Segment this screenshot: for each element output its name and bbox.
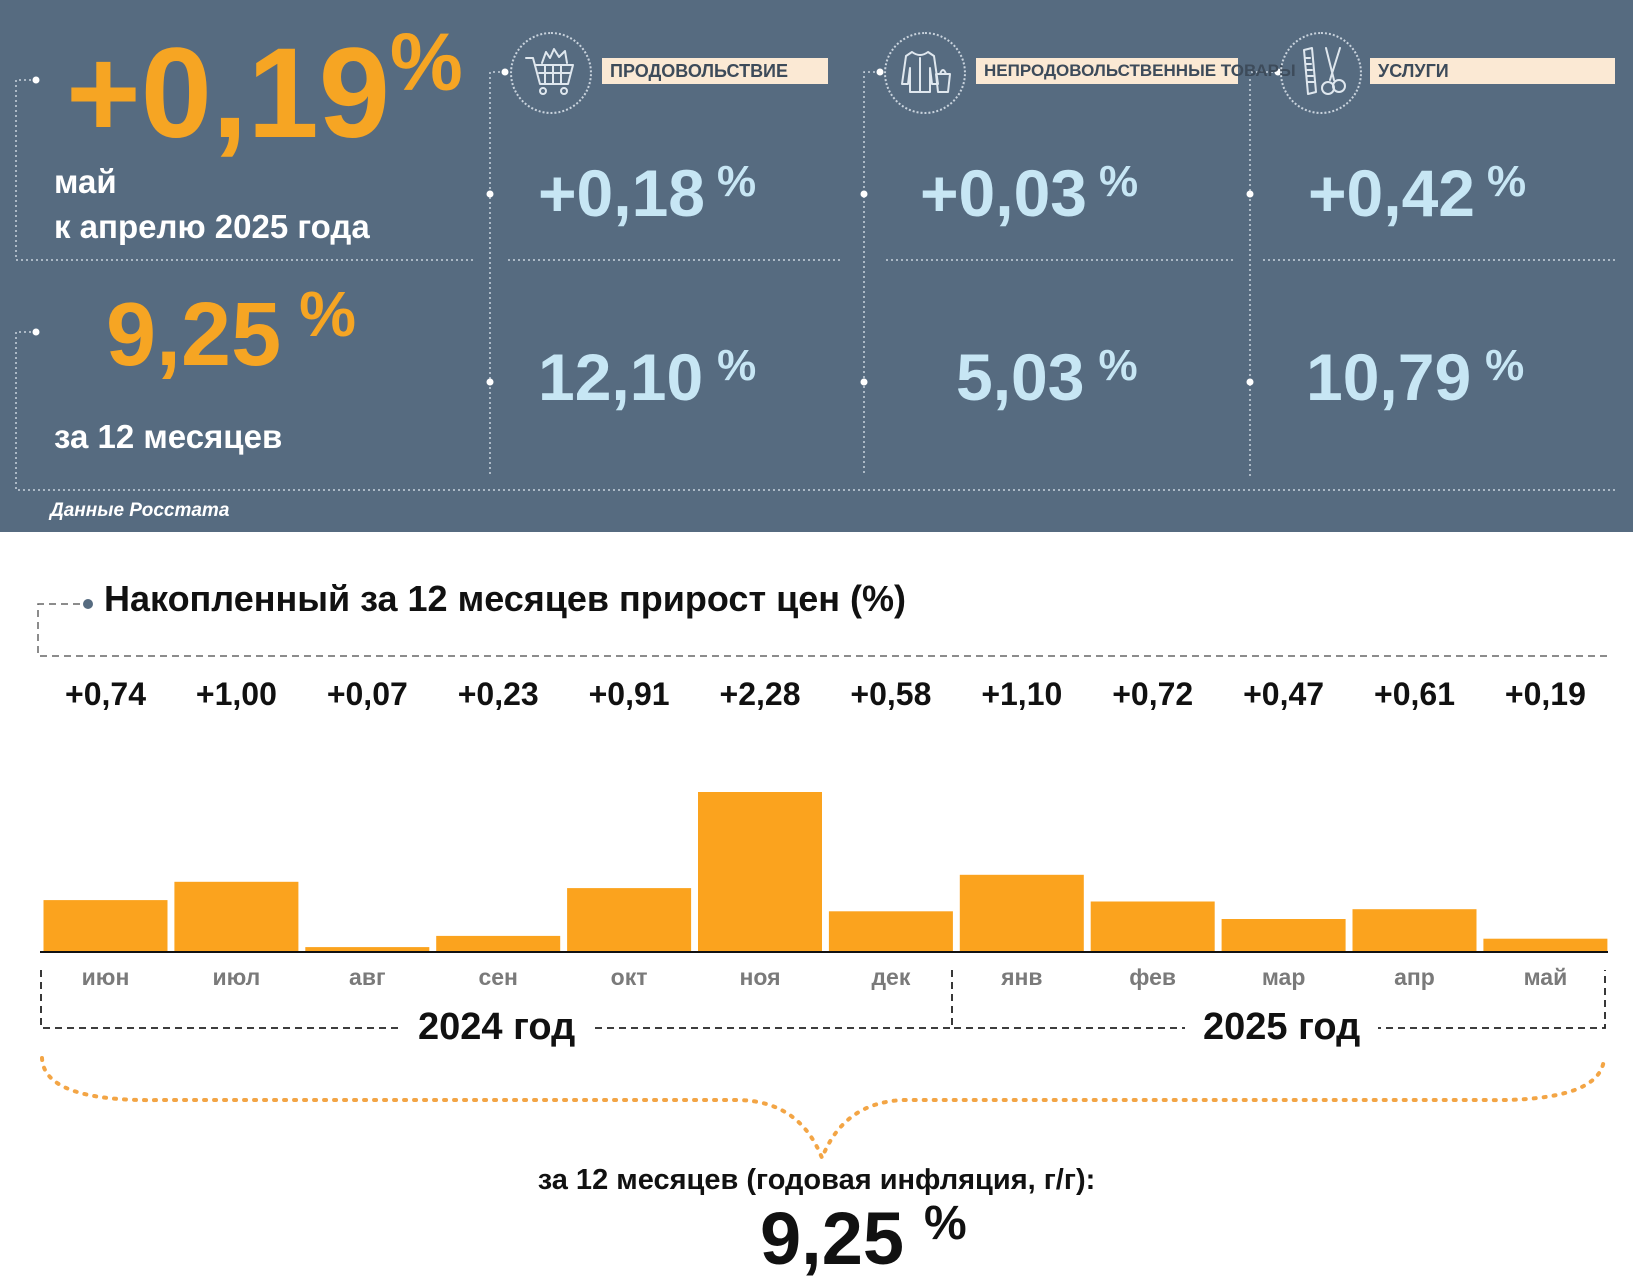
- summary-panel: +0,19% май к апрелю 2025 года 9,25% за 1…: [0, 0, 1633, 532]
- month-label-апр: апр: [1394, 964, 1435, 990]
- month-label-янв: янв: [1001, 964, 1043, 990]
- total-value-block: 9,25%: [760, 1196, 967, 1281]
- category-nonfood: [884, 32, 966, 114]
- bar-янв: [959, 874, 1084, 952]
- value-label-фев: +0,72: [1112, 676, 1194, 712]
- food-annual-value: 12,10: [538, 340, 704, 414]
- annual-cpi-value: 9,25: [106, 285, 282, 385]
- year-bracket: [40, 970, 1606, 1160]
- food-monthly-unit: %: [717, 157, 757, 206]
- month-label-ноя: ноя: [739, 964, 781, 990]
- month-label-июл: июл: [212, 964, 261, 990]
- month-label-окт: окт: [610, 964, 648, 990]
- month-label-май: май: [1523, 964, 1568, 990]
- bar-июн: [43, 900, 168, 952]
- annual-headline: 9,25%: [106, 282, 356, 380]
- nonfood-monthly-value: +0,03: [920, 156, 1087, 230]
- services-monthly: +0,42%: [1308, 157, 1527, 227]
- bar-апр: [1352, 909, 1477, 952]
- monthly-cpi-unit: %: [389, 17, 463, 108]
- value-label-ноя: +2,28: [719, 676, 801, 712]
- bar-май: [1483, 938, 1608, 952]
- category-nonfood-label: НЕПРОДОВОЛЬСТВЕННЫЕ ТОВАРЫ: [976, 58, 1296, 84]
- value-label-апр: +0,61: [1374, 676, 1455, 712]
- nonfood-monthly: +0,03%: [920, 157, 1139, 227]
- category-services-label: УСЛУГИ: [1370, 58, 1615, 84]
- value-label-авг: +0,07: [326, 676, 408, 712]
- services-monthly-value: +0,42: [1308, 156, 1475, 230]
- food-annual-unit: %: [717, 341, 757, 390]
- food-monthly-value: +0,18: [538, 156, 705, 230]
- bar-мар: [1221, 919, 1346, 952]
- month-label-мар: мар: [1261, 964, 1306, 990]
- monthly-headline: +0,19%: [66, 22, 463, 158]
- month-label-фев: фев: [1129, 964, 1177, 990]
- nonfood-annual: 5,03%: [956, 341, 1138, 411]
- annual-cpi-unit: %: [299, 278, 357, 350]
- monthly-cpi-value: +0,19: [66, 22, 390, 165]
- total-unit: %: [924, 1197, 967, 1250]
- bar-ноя: [698, 792, 822, 952]
- value-label-сен: +0,23: [457, 676, 539, 712]
- category-nonfood-label-text: НЕПРОДОВОЛЬСТВЕННЫЕ ТОВАРЫ: [984, 61, 1296, 80]
- bar-фев: [1090, 901, 1215, 952]
- value-label-июл: +1,00: [195, 676, 277, 712]
- nonfood-monthly-unit: %: [1099, 157, 1139, 206]
- year-label-2024: 2024 год: [400, 1006, 594, 1049]
- services-annual-unit: %: [1485, 341, 1525, 390]
- category-food-label: ПРОДОВОЛЬСТВИЕ: [602, 58, 828, 84]
- bar-окт: [567, 888, 692, 952]
- food-annual: 12,10%: [538, 341, 757, 411]
- year-label-2025: 2025 год: [1185, 1006, 1379, 1049]
- monthly-period-caption: к апрелю 2025 года: [54, 208, 370, 245]
- value-label-дек: +0,58: [850, 676, 932, 712]
- category-services: [1280, 32, 1362, 114]
- month-label-сен: сен: [478, 964, 518, 990]
- services-annual: 10,79%: [1306, 341, 1525, 411]
- value-label-окт: +0,91: [588, 676, 670, 712]
- services-monthly-unit: %: [1487, 157, 1527, 206]
- bar-сен: [436, 935, 561, 952]
- bar-chart: [40, 792, 1608, 953]
- nonfood-annual-value: 5,03: [956, 340, 1085, 414]
- total-value: 9,25: [760, 1197, 905, 1280]
- chart-title: Накопленный за 12 месяцев прирост цен (%…: [104, 578, 906, 619]
- month-label-июн: июн: [81, 964, 130, 990]
- month-label-авг: авг: [349, 964, 386, 990]
- source-note: Данные Росстата: [50, 500, 230, 521]
- category-food: [510, 32, 592, 114]
- nonfood-annual-unit: %: [1098, 341, 1138, 390]
- bar-авг: [305, 947, 430, 952]
- monthly-period-month: май: [54, 163, 117, 200]
- month-label-дек: дек: [871, 964, 911, 990]
- services-annual-value: 10,79: [1306, 340, 1472, 414]
- chart-decorations: [37, 599, 1612, 657]
- value-label-май: +0,19: [1504, 676, 1586, 712]
- total-caption: за 12 месяцев (годовая инфляция, г/г):: [537, 1164, 1096, 1196]
- panel-dotted-frame: [15, 68, 1617, 491]
- value-label-мар: +0,47: [1243, 676, 1325, 712]
- scissors-comb-icon: [1303, 47, 1346, 95]
- food-monthly: +0,18%: [538, 157, 757, 227]
- shopping-cart-icon: [525, 48, 574, 95]
- value-label-июн: +0,74: [65, 676, 146, 712]
- bar-июл: [174, 881, 299, 952]
- annual-period-caption: за 12 месяцев: [54, 418, 283, 455]
- clothes-icon: [901, 51, 951, 93]
- value-label-янв: +1,10: [981, 676, 1063, 712]
- bar-дек: [828, 911, 953, 952]
